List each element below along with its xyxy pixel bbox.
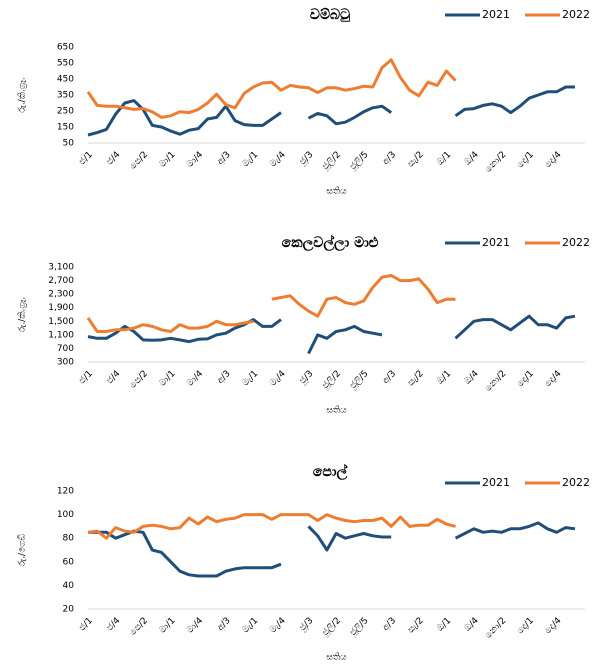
series-line [87, 513, 456, 540]
x-tick-label: පෙ/2 [128, 369, 150, 391]
y-tick-label: 350 [57, 91, 74, 101]
series-line [87, 314, 576, 355]
x-tick-label: ඔ/4 [463, 616, 481, 634]
x-tick-label: අ/3 [216, 369, 233, 386]
y-axis-label: රු./ගෙඩි [17, 533, 28, 566]
x-tick-label: ජ/1 [77, 150, 95, 168]
x-tick-label: දෙ/4 [543, 616, 564, 637]
y-tick-label: 650 [57, 43, 74, 53]
x-tick-label: මා/4 [185, 369, 205, 389]
y-tick-label: 1,900 [48, 303, 74, 313]
y-tick-label: 300 [57, 358, 74, 368]
y-tick-label: 450 [57, 75, 74, 85]
x-tick-label: ඔ/4 [463, 369, 481, 387]
x-tick-label: ජ/1 [77, 369, 95, 387]
series-line [86, 274, 456, 333]
x-axis-label: සතිය [326, 405, 347, 416]
x-tick-label: ජූ/3 [298, 150, 316, 168]
y-tick-label: 1,500 [48, 317, 74, 327]
x-tick-label: මා/4 [185, 616, 205, 636]
x-tick-label: අ/3 [381, 616, 398, 633]
x-axis-label: සතිය [326, 652, 347, 663]
x-tick-label: මා/1 [158, 150, 178, 170]
x-tick-label: ජූලි/5 [348, 616, 371, 639]
y-tick-label: 40 [63, 581, 75, 591]
x-tick-label: මා/1 [158, 369, 178, 389]
x-tick-label: ජ/4 [105, 616, 123, 634]
y-tick-label: 80 [63, 534, 75, 544]
x-tick-label: මැ/4 [268, 369, 288, 389]
chart-title: පොල් [313, 463, 348, 481]
chart-title: කෙලවල්ලා මාළු [282, 234, 379, 252]
y-tick-label: 1,100 [48, 330, 74, 340]
x-tick-label: දෙ/1 [516, 369, 536, 389]
x-tick-label: දෙ/1 [516, 616, 536, 636]
x-tick-label: සැ/2 [406, 369, 426, 389]
x-tick-label: සැ/2 [406, 616, 426, 636]
x-tick-label: ජූලි/5 [348, 369, 371, 392]
x-tick-label: දෙ/4 [543, 150, 564, 171]
legend-label: 2021 [482, 236, 510, 249]
x-axis-label: සතිය [326, 186, 347, 197]
series-line [86, 58, 457, 119]
x-tick-label: මා/4 [185, 150, 205, 170]
x-tick-label: දෙ/4 [543, 369, 564, 390]
legend-label: 2021 [482, 8, 510, 21]
y-axis-label: රු./කි.ග්‍රෑ. [17, 297, 28, 332]
y-tick-label: 100 [57, 510, 74, 520]
x-tick-label: අ/3 [216, 616, 233, 633]
y-tick-label: 20 [63, 605, 75, 615]
y-tick-label: 150 [57, 123, 74, 133]
x-tick-label: දෙ/1 [516, 150, 536, 170]
series-line [87, 85, 575, 137]
y-tick-label: 2,700 [48, 276, 74, 286]
x-tick-label: අ/3 [381, 150, 398, 167]
chart-title: වම්බටු [310, 6, 350, 23]
x-tick-label: ජූ/3 [298, 369, 316, 387]
x-tick-label: මැ/1 [241, 616, 261, 636]
x-tick-label: ජ/4 [105, 150, 123, 168]
legend-label: 2022 [562, 8, 590, 21]
x-tick-label: අ/3 [216, 150, 233, 167]
x-tick-label: නො/2 [484, 369, 509, 394]
x-tick-label: ඔ/1 [435, 616, 453, 634]
x-tick-label: අ/3 [381, 369, 398, 386]
legend-label: 2021 [482, 476, 510, 489]
x-tick-label: ජූලි/2 [321, 616, 344, 639]
y-tick-label: 50 [63, 139, 75, 149]
y-tick-label: 120 [57, 487, 74, 497]
x-tick-label: ජූ/3 [298, 616, 316, 634]
x-tick-label: ජූලි/2 [321, 369, 344, 392]
x-tick-label: ජූලි/2 [321, 150, 344, 173]
x-tick-label: මා/1 [158, 616, 178, 636]
x-tick-label: නො/2 [484, 150, 509, 175]
x-tick-label: සැ/2 [406, 150, 426, 170]
y-tick-label: 3,100 [48, 263, 74, 273]
legend-label: 2022 [562, 236, 590, 249]
y-tick-label: 2,300 [48, 290, 74, 300]
x-tick-label: ජ/4 [105, 369, 123, 387]
x-tick-label: මැ/4 [268, 150, 288, 170]
y-axis-label: රු./කි.ග්‍රෑ. [17, 77, 28, 112]
x-tick-label: ඔ/1 [435, 369, 453, 387]
y-tick-label: 550 [57, 59, 74, 69]
x-tick-label: පෙ/2 [128, 150, 150, 172]
x-tick-label: මැ/4 [268, 616, 288, 636]
legend-label: 2022 [562, 476, 590, 489]
series-line [88, 521, 576, 578]
x-tick-label: ඔ/4 [463, 150, 481, 168]
x-tick-label: පෙ/2 [128, 616, 150, 638]
x-tick-label: ඔ/1 [435, 150, 453, 168]
y-tick-label: 250 [57, 107, 74, 117]
x-tick-label: මැ/1 [241, 150, 261, 170]
x-tick-label: මැ/1 [241, 369, 261, 389]
x-tick-label: ජ/1 [77, 616, 95, 634]
x-tick-label: ජූලි/5 [348, 150, 371, 173]
y-tick-label: 60 [63, 557, 75, 567]
x-tick-label: නො/2 [484, 616, 509, 641]
y-tick-label: 700 [57, 344, 74, 354]
